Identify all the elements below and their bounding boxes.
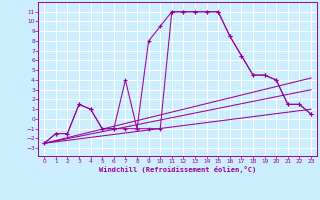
X-axis label: Windchill (Refroidissement éolien,°C): Windchill (Refroidissement éolien,°C) xyxy=(99,166,256,173)
